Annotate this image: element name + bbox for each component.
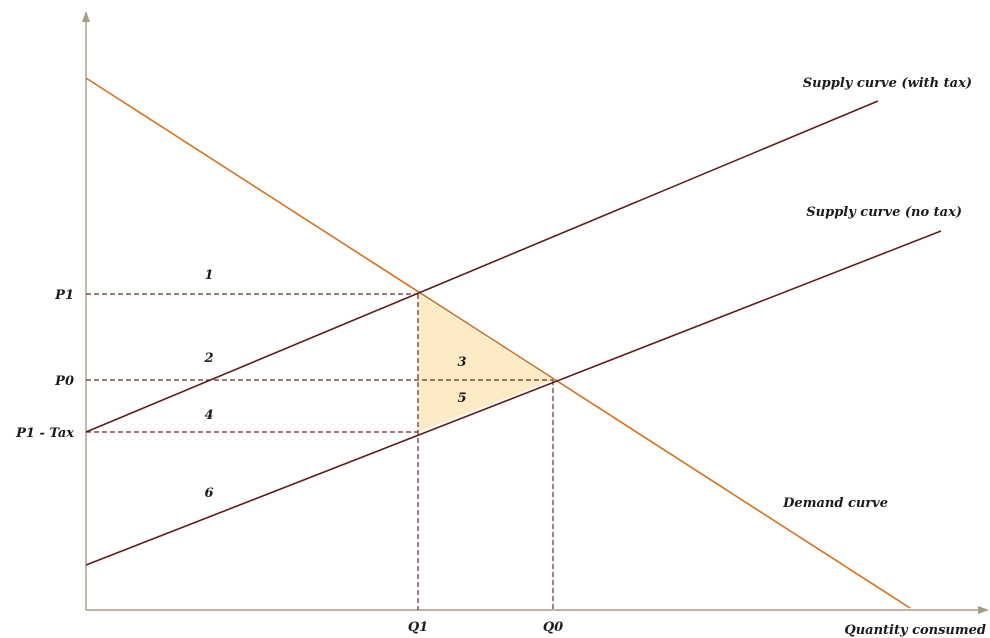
region-3-label: 3	[457, 355, 466, 370]
region-4-label: 4	[204, 408, 213, 423]
region-2-label: 2	[203, 351, 213, 366]
demand-label: Demand curve	[782, 496, 888, 511]
deadweight-loss-area	[418, 294, 553, 432]
demand-curve	[85, 77, 911, 609]
q0-label: Q0	[543, 620, 563, 635]
p1-label: P1	[54, 288, 74, 303]
region-5-label: 5	[457, 391, 466, 406]
supply-no-tax-label: Supply curve (no tax)	[806, 205, 962, 220]
supply-curve-no-tax	[85, 230, 942, 566]
supply-with-tax-label: Supply curve (with tax)	[803, 76, 972, 91]
x-axis-arrow-icon	[978, 606, 989, 614]
region-6-label: 6	[204, 486, 213, 501]
region-1-label: 1	[204, 268, 213, 283]
p1-tax-label: P1 - Tax	[15, 426, 74, 441]
x-axis-label: Quantity consumed	[844, 623, 986, 638]
y-axis-arrow-icon	[82, 11, 90, 22]
q1-label: Q1	[408, 620, 428, 635]
p0-label: P0	[54, 374, 74, 389]
supply-curve-with-tax	[85, 100, 879, 433]
